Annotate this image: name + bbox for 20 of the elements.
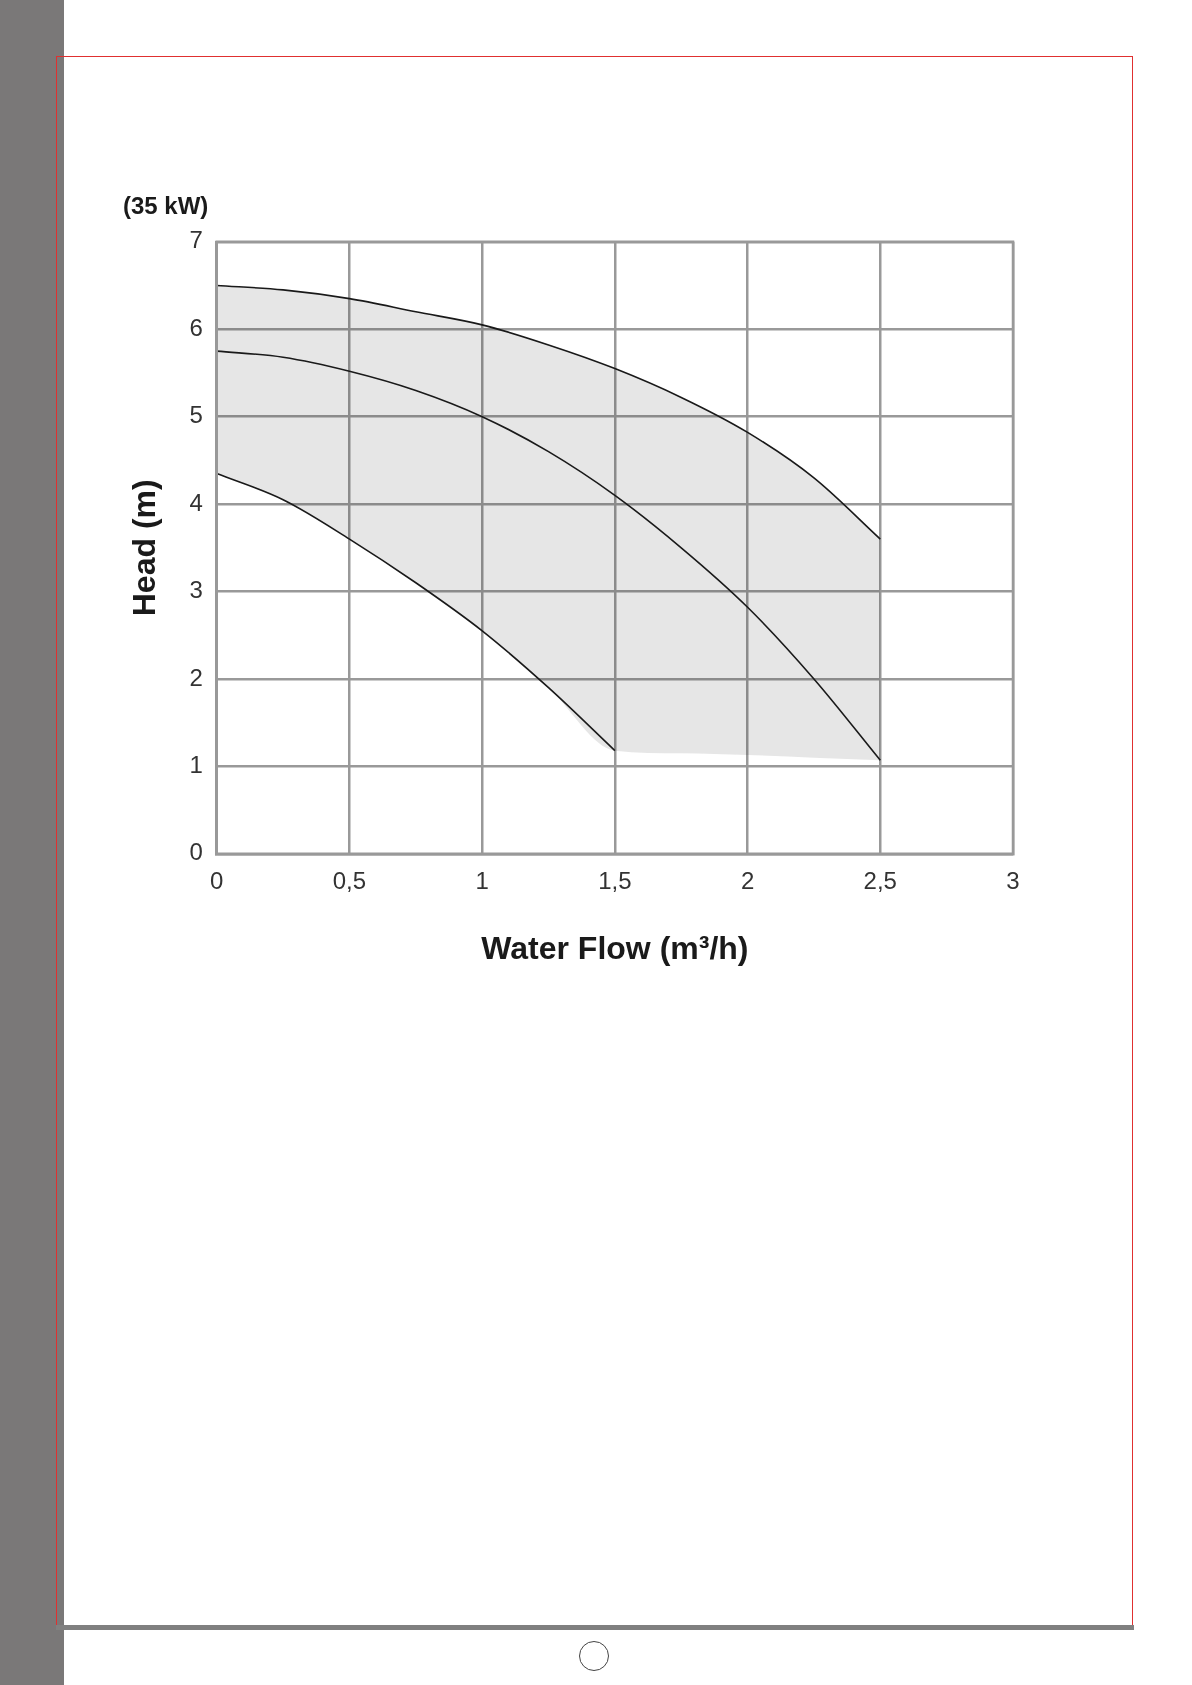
x-tick-label: 2 (740, 866, 755, 894)
y-tick-label: 0 (189, 838, 203, 866)
y-tick-label: 7 (189, 226, 203, 254)
y-tick-label: 3 (189, 576, 203, 604)
chart-title: (35 kW) (123, 192, 209, 220)
line-series (216, 284, 882, 540)
x-axis-title: Water Flow (m³/h) (481, 929, 749, 966)
x-tick-label: 0,5 (332, 866, 367, 894)
y-tick-label: 5 (189, 401, 203, 429)
y-tick-label: 6 (189, 313, 203, 341)
y-tick-label: 2 (189, 663, 203, 691)
line-series (216, 472, 616, 752)
x-tick-label: 2,5 (863, 866, 897, 894)
y-tick-label: 1 (189, 751, 203, 778)
x-tick-label: 1,5 (598, 866, 632, 894)
x-tick-label: 0 (210, 866, 224, 894)
x-tick-label: 3 (1006, 866, 1020, 894)
y-axis-title: Head (m) (126, 479, 163, 617)
y-tick-label: 4 (189, 488, 203, 516)
x-tick-label: 1 (475, 866, 489, 894)
